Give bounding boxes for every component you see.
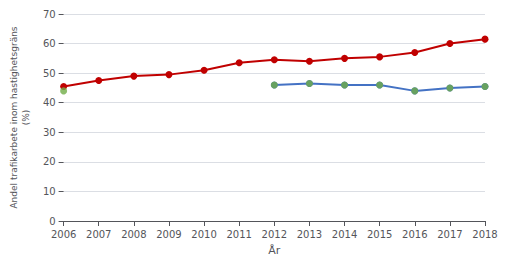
svg-text:2017: 2017 — [437, 229, 462, 240]
svg-text:2014: 2014 — [332, 229, 357, 240]
svg-text:2018: 2018 — [472, 229, 497, 240]
svg-text:2012: 2012 — [262, 229, 287, 240]
svg-text:2015: 2015 — [367, 229, 392, 240]
svg-text:70: 70 — [43, 9, 56, 20]
svg-text:År: År — [268, 244, 281, 257]
svg-text:2010: 2010 — [191, 229, 216, 240]
svg-text:Andel trafikarbete inom hastig: Andel trafikarbete inom hastighetsgräns — [9, 26, 19, 208]
svg-text:2007: 2007 — [86, 229, 111, 240]
svg-text:40: 40 — [43, 97, 56, 108]
svg-text:2011: 2011 — [226, 229, 251, 240]
svg-text:30: 30 — [43, 127, 56, 138]
svg-text:60: 60 — [43, 38, 56, 49]
svg-text:2013: 2013 — [297, 229, 322, 240]
svg-text:2009: 2009 — [156, 229, 181, 240]
svg-text:0: 0 — [49, 216, 55, 227]
svg-text:50: 50 — [43, 68, 56, 79]
svg-text:2008: 2008 — [121, 229, 146, 240]
svg-text:10: 10 — [43, 186, 56, 197]
svg-text:(%): (%) — [21, 110, 31, 126]
svg-text:2016: 2016 — [402, 229, 427, 240]
svg-text:2006: 2006 — [51, 229, 76, 240]
svg-text:20: 20 — [43, 156, 56, 167]
